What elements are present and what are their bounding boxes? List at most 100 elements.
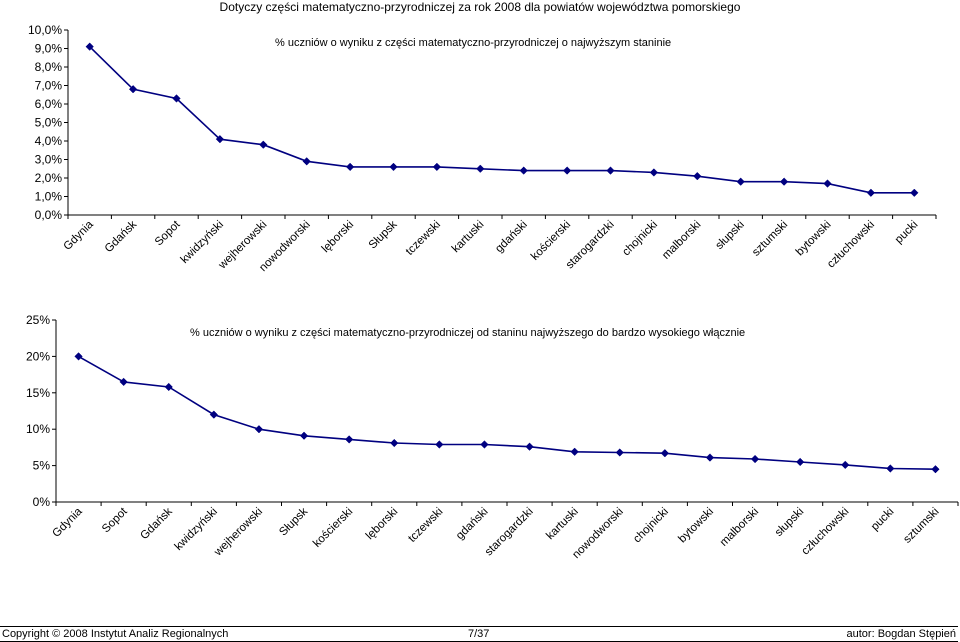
x-category-label: wejherowski (212, 506, 265, 559)
page-footer: Copyright © 2008 Instytut Analiz Regiona… (0, 626, 958, 642)
y-tick-label: 2,0% (35, 171, 63, 185)
data-point (931, 465, 940, 474)
x-category-label: Gdańsk (138, 505, 175, 542)
y-tick-label: 8,0% (35, 60, 63, 74)
x-category-label: Słupsk (277, 505, 310, 538)
data-point (299, 431, 309, 440)
y-tick-label: 7,0% (35, 79, 63, 93)
x-category-label: lęborski (320, 219, 357, 256)
data-point (606, 166, 615, 175)
x-category-label: gdański (454, 506, 491, 543)
y-tick-label: 10% (26, 422, 50, 436)
y-tick-label: 0% (33, 495, 51, 509)
x-category-label: Słupsk (367, 218, 400, 251)
x-category-label: chojnicki (620, 219, 660, 259)
data-point (736, 177, 745, 186)
y-tick-label: 15% (26, 386, 50, 400)
chart-subtitle: % uczniów o wyniku z części matematyczno… (190, 327, 745, 339)
x-category-label: malborski (660, 219, 703, 262)
data-point (302, 157, 311, 166)
data-point (649, 168, 659, 177)
chart-subtitle: % uczniów o wyniku z części matematyczno… (275, 37, 671, 49)
x-category-label: Gdynia (50, 505, 85, 540)
x-category-label: sztumski (901, 506, 941, 546)
x-category-label: słupski (773, 506, 806, 539)
x-category-label: kartuski (450, 219, 487, 256)
page-title: Dotyczy części matematyczno-przyrodnicze… (219, 0, 741, 14)
data-point (866, 188, 876, 197)
data-point (254, 425, 264, 434)
series-line (78, 355, 936, 470)
y-tick-label: 3,0% (35, 153, 63, 167)
x-category-label: bytowski (794, 219, 834, 259)
data-point (910, 188, 919, 197)
data-point (886, 464, 895, 473)
data-point (823, 179, 832, 188)
x-category-label: pucki (893, 219, 920, 246)
y-tick-label: 4,0% (35, 134, 63, 148)
y-tick-label: 5,0% (35, 116, 63, 130)
data-point (480, 440, 489, 449)
y-tick-label: 10,0% (28, 23, 62, 37)
x-category-label: Gdynia (62, 218, 97, 253)
y-tick-label: 1,0% (35, 190, 63, 204)
x-category-label: kościerski (311, 506, 355, 550)
x-category-label: kwidzyński (179, 219, 226, 266)
chart-bottom-line: 0% 5% 10% 15% 20% 25% Gdynia Sopot Gdańskkwidzyń… (26, 313, 959, 561)
y-tick-label: 25% (26, 313, 50, 327)
data-point (172, 94, 181, 103)
x-category-label: człuchowski (799, 506, 851, 558)
footer-copyright: Copyright © 2008 Instytut Analiz Regiona… (2, 628, 229, 640)
data-point (841, 460, 850, 470)
x-category-label: słupski (713, 219, 746, 252)
data-point (795, 457, 805, 467)
x-category-label: kościerski (529, 219, 573, 263)
data-point (215, 134, 225, 144)
y-tick-label: 20% (26, 349, 50, 363)
data-point (660, 449, 670, 458)
x-category-label: Sopot (100, 505, 130, 535)
footer-page-number: 7/37 (468, 628, 490, 640)
x-category-label: kwidzyński (173, 506, 220, 553)
data-point (389, 162, 398, 172)
data-point (164, 382, 173, 392)
data-point (615, 448, 624, 457)
data-point (259, 140, 268, 149)
data-point (128, 85, 138, 94)
x-category-label: sztumski (750, 219, 790, 259)
y-tick-label: 6,0% (35, 97, 63, 111)
data-point (519, 166, 528, 175)
x-category-label: gdański (493, 219, 530, 256)
x-category-label: chojnicki (631, 506, 671, 546)
data-point (435, 440, 444, 449)
data-point (85, 42, 94, 51)
series-line (89, 46, 915, 194)
x-category-label: pucki (869, 506, 896, 533)
data-point (390, 438, 399, 448)
data-point (750, 454, 760, 464)
data-point (209, 410, 219, 419)
data-point (476, 164, 485, 173)
data-point (345, 162, 355, 172)
data-point (525, 442, 534, 451)
x-category-label: bytowski (676, 506, 716, 546)
data-point (344, 435, 354, 444)
y-tick-label: 5% (33, 459, 51, 473)
data-point (705, 453, 715, 462)
x-category-label: tczewski (404, 219, 443, 258)
chart-top-line: 0,0% 1,0% 2,0% 3,0% 4,0% 5,0% 6,0% 7,0% 8,0% 9,0%… (28, 23, 937, 274)
data-point (119, 377, 128, 387)
x-category-label: tczewski (406, 506, 445, 545)
x-category-label: malborski (718, 506, 761, 549)
data-point (432, 162, 442, 172)
data-point (693, 171, 702, 181)
x-category-label: człuchowski (825, 219, 877, 271)
x-category-label: kartuski (544, 506, 581, 543)
x-category-label: Gdańsk (103, 218, 140, 255)
data-point (779, 177, 789, 186)
x-category-label: lęborski (364, 506, 401, 543)
y-tick-label: 0,0% (35, 208, 63, 222)
x-category-label: Sopot (153, 218, 183, 248)
data-point (562, 166, 572, 175)
y-tick-label: 9,0% (35, 42, 63, 56)
